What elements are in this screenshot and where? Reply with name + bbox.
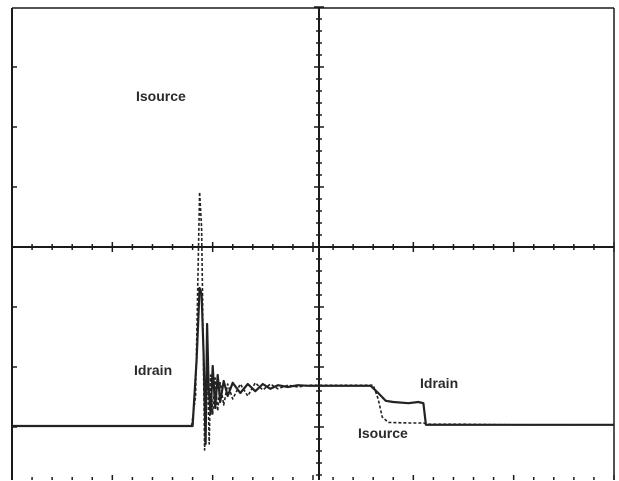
traces: [12, 191, 614, 451]
annotation-idrain-left: Idrain: [134, 362, 172, 378]
annotation-isource-lower: Isource: [358, 425, 408, 441]
trace-idrain-line: [12, 286, 614, 446]
graticule: [11, 6, 615, 480]
annotation-idrain-right: Idrain: [420, 375, 458, 391]
annotation-isource-upper: Isource: [136, 88, 186, 104]
annotation-labels: Isource Idrain Idrain Isource: [134, 88, 458, 441]
